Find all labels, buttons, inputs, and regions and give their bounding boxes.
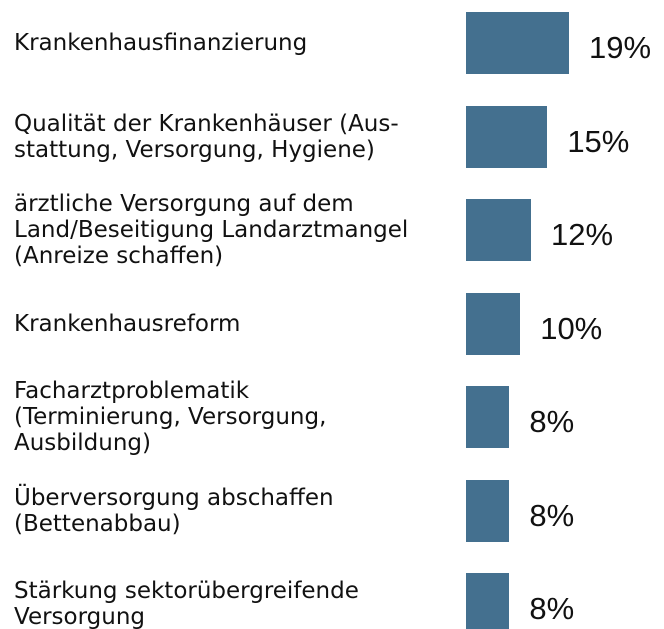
- bar: [466, 386, 510, 448]
- value-label: 8%: [529, 497, 575, 533]
- bar: [466, 479, 510, 542]
- value-label: 8%: [529, 404, 575, 439]
- category-label: ärztliche Versorgung auf dem Land/Beseit…: [14, 191, 409, 269]
- bar: [466, 573, 510, 629]
- category-label: Qualität der Krankenhäuser (Aus- stattun…: [14, 110, 399, 163]
- value-label: 10%: [540, 310, 603, 346]
- value-label: 8%: [529, 591, 575, 626]
- category-label: Stärkung sektorübergreifende Versorgung: [14, 578, 359, 629]
- category-label: Facharztproblematik (Terminierung, Verso…: [14, 378, 327, 456]
- bar: [466, 12, 569, 74]
- value-label: 19%: [589, 30, 652, 65]
- value-label: 12%: [551, 217, 614, 252]
- bar: [466, 292, 521, 355]
- category-label: Krankenhausreform: [14, 310, 241, 337]
- bar: [466, 199, 532, 261]
- category-label: Krankenhausfinanzierung: [14, 30, 308, 56]
- value-label: 15%: [567, 123, 630, 159]
- bar: [466, 105, 548, 168]
- category-label: Überversorgung abschaffen (Bettenabbau): [14, 484, 334, 537]
